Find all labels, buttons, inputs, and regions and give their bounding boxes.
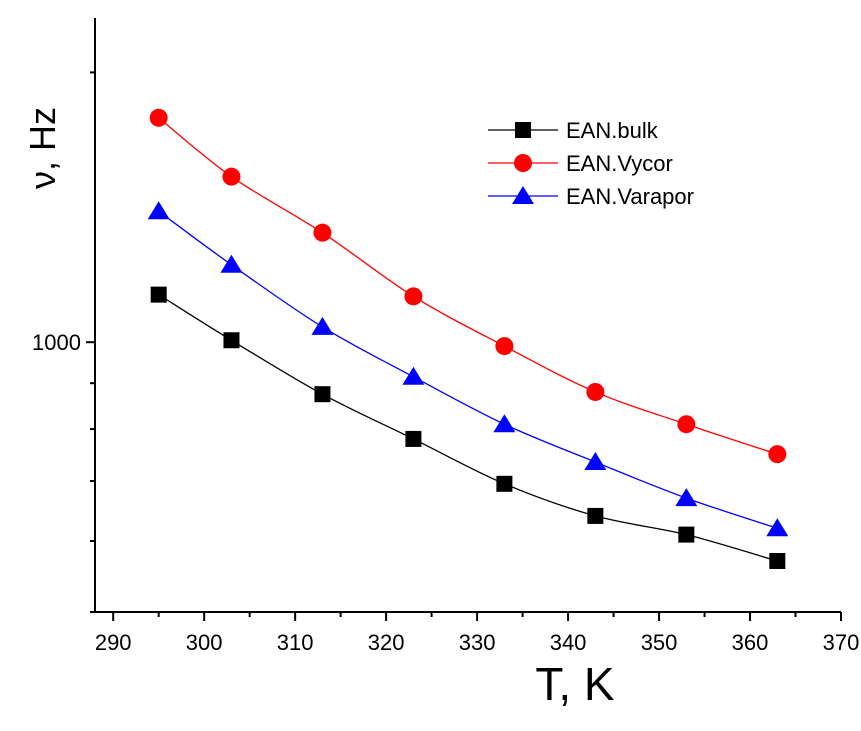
y-tick-label: 1000: [32, 330, 81, 355]
data-point: [493, 414, 516, 433]
x-tick-label: 320: [368, 630, 405, 655]
legend-label: EAN.Varapor: [566, 184, 694, 209]
series-layer: [147, 108, 789, 569]
data-point: [677, 415, 696, 434]
data-point: [587, 507, 604, 524]
x-tick-label: 330: [459, 630, 496, 655]
series-line: [158, 210, 778, 529]
data-point: [311, 316, 334, 335]
series-line: [158, 117, 778, 455]
legend-item: EAN.Vycor: [488, 151, 673, 176]
data-point: [149, 108, 168, 127]
axes: [94, 18, 841, 613]
data-point: [220, 254, 243, 273]
legend-marker: [515, 122, 531, 138]
data-point: [402, 366, 425, 385]
data-point: [222, 167, 241, 186]
axis-ticks: 290 300 310 320 330 340 350 360 370 1000: [32, 71, 860, 655]
data-point: [147, 201, 170, 220]
x-tick-label: 290: [95, 630, 132, 655]
data-point: [766, 518, 789, 537]
data-point: [496, 475, 513, 492]
data-point: [675, 488, 698, 507]
x-axis-title: T, K: [535, 658, 615, 710]
y-axis-title: ν, Hz: [22, 107, 63, 189]
legend-item: EAN.bulk: [488, 118, 659, 143]
legend-marker: [514, 154, 532, 172]
x-tick-label: 300: [186, 630, 223, 655]
x-tick-label: 370: [823, 630, 860, 655]
data-point: [150, 286, 167, 303]
data-point: [586, 382, 605, 401]
x-tick-label: 340: [550, 630, 587, 655]
legend-label: EAN.Vycor: [566, 151, 673, 176]
data-point: [678, 526, 695, 543]
data-point: [584, 452, 607, 471]
x-tick-label: 310: [277, 630, 314, 655]
data-point: [405, 430, 422, 447]
data-point: [314, 386, 331, 403]
data-point: [495, 337, 514, 356]
legend-label: EAN.bulk: [566, 118, 659, 143]
data-point: [223, 332, 240, 349]
data-point: [404, 287, 423, 306]
series-square: [150, 286, 786, 569]
data-point: [768, 445, 787, 464]
x-tick-label: 350: [641, 630, 678, 655]
legend: EAN.bulk EAN.Vycor EAN.Varapor: [488, 118, 694, 209]
series-line: [158, 294, 778, 562]
legend-marker: [512, 186, 534, 204]
legend-item: EAN.Varapor: [488, 184, 694, 209]
series-triangle: [147, 201, 789, 537]
x-tick-label: 360: [732, 630, 769, 655]
series-circle: [149, 108, 787, 464]
data-point: [769, 552, 786, 569]
data-point: [313, 223, 332, 242]
